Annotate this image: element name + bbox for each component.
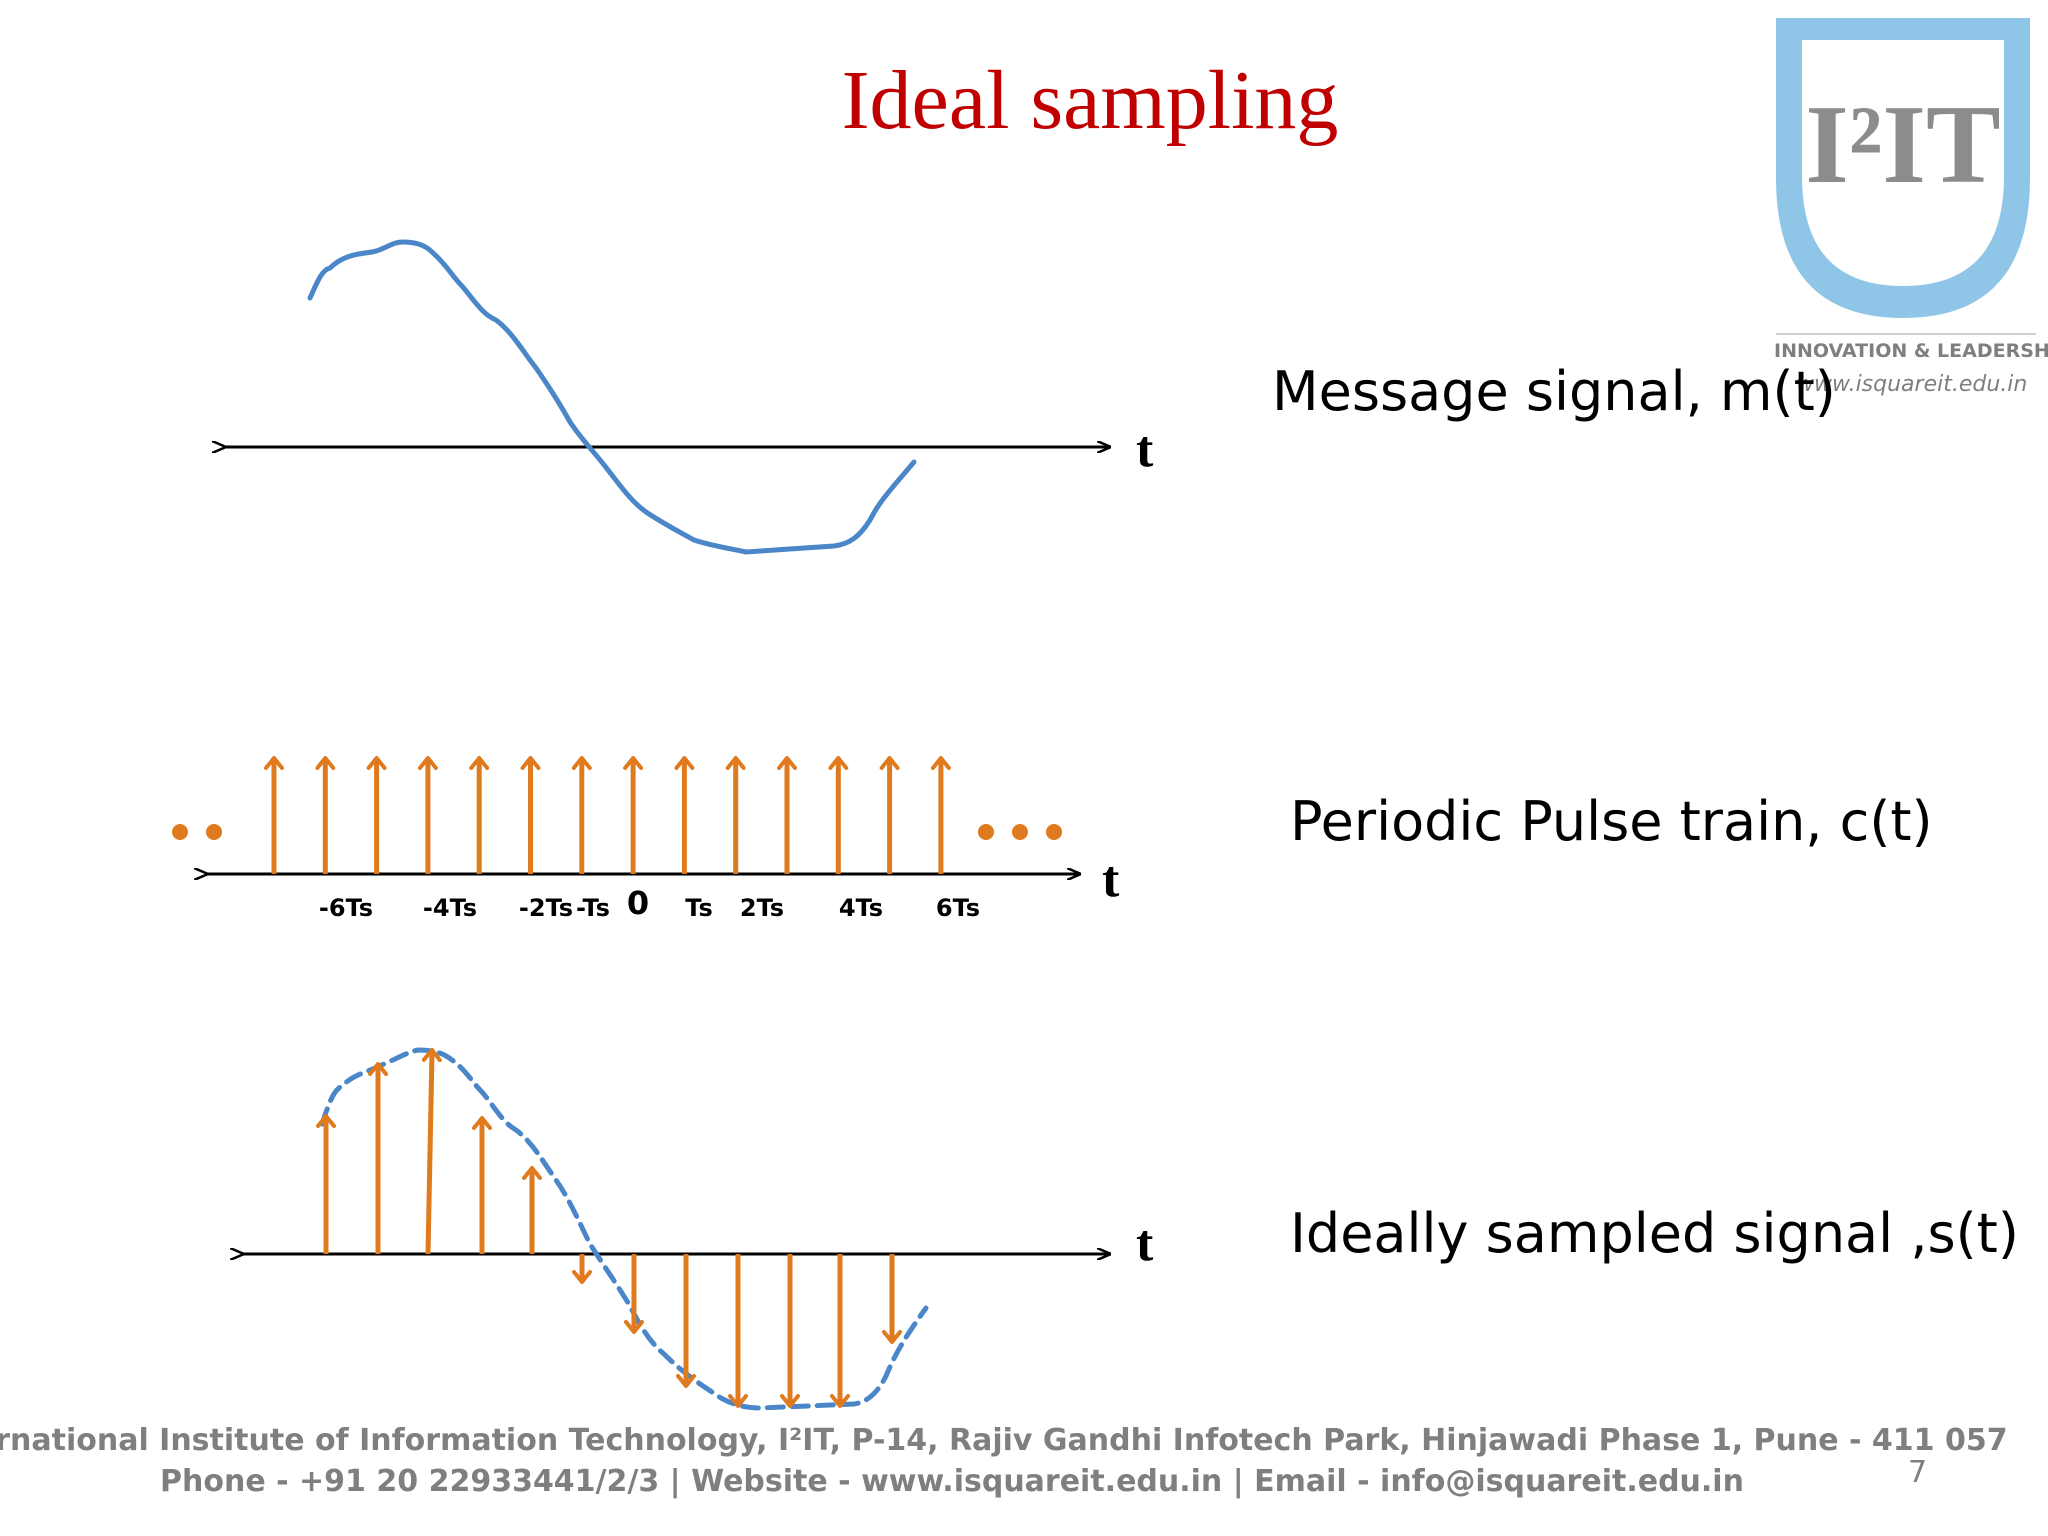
message-signal-curve [307,239,917,555]
logo-url: www.isquareit.edu.in [1796,372,2028,397]
sampled-signal-label: Ideally sampled signal ,s(t) [1290,1202,2019,1265]
sampled-signal-panel [243,1047,1110,1411]
tick-label: -6Ts [318,894,374,922]
pulse-continuation-dots-right [978,824,1062,840]
tick-label: 4Ts [838,894,884,922]
pulse-continuation-dots-left [172,824,222,840]
footer-contact: Phone - +91 20 22933441/2/3 | Website - … [160,1464,1744,1499]
pulse-arrows [264,756,951,874]
sample-arrows [316,1048,902,1408]
sampled-envelope-dashed [319,1047,929,1411]
tick-label: Ts [685,894,713,922]
message-signal-panel [225,239,1110,555]
tick-label: 6Ts [935,894,981,922]
logo-tagline: INNOVATION & LEADERSHIP [1774,340,2048,362]
sampled-axis-label: t [1136,1215,1154,1272]
footer-address: International Institute of Information T… [0,1423,2008,1458]
page-number: 7 [1908,1455,1928,1490]
sample-arrow [421,1048,442,1255]
tick-label: -4Ts [422,894,478,922]
tick-label: 0 [626,884,650,922]
slide-title: Ideal sampling [841,54,1339,147]
message-axis-label: t [1136,421,1154,478]
tick-label: -Ts [576,894,610,922]
message-signal-label: Message signal, m(t) [1272,360,1836,423]
tick-label: 2Ts [739,894,785,922]
tick-label: -2Ts [518,894,574,922]
pulse-train-panel [172,756,1080,874]
pulse-axis-label: t [1102,851,1120,908]
pulse-train-label: Periodic Pulse train, c(t) [1290,790,1933,853]
